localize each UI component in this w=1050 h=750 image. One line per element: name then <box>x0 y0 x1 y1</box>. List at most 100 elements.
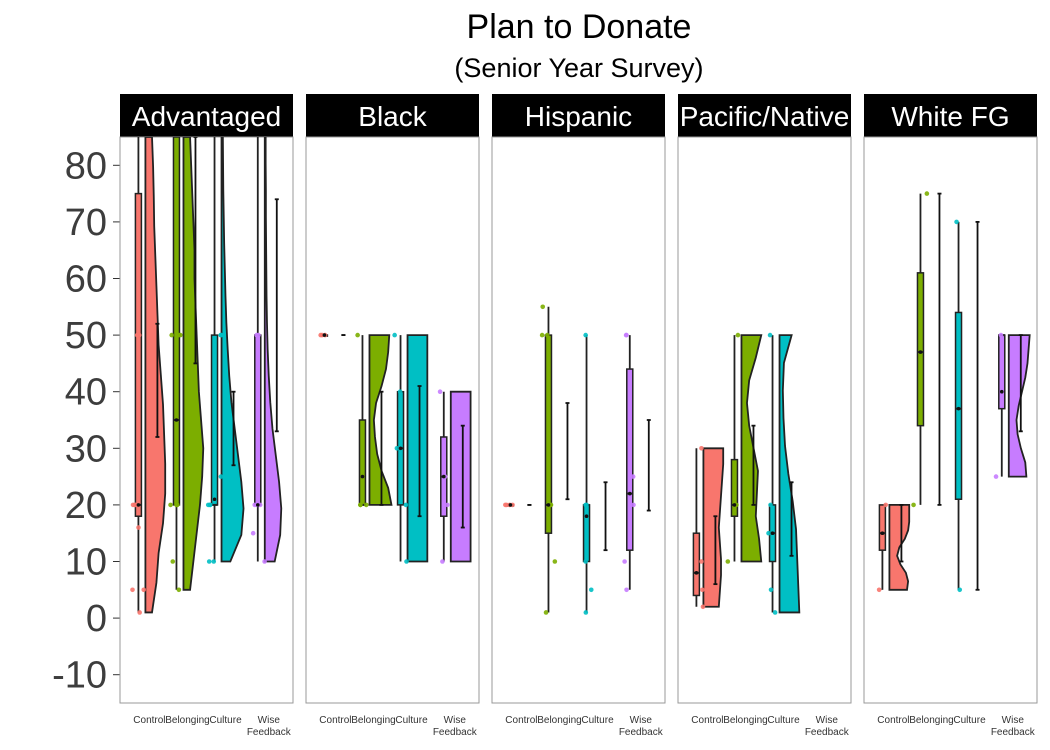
data-point <box>218 332 224 338</box>
data-point <box>175 502 180 508</box>
violin-belonging <box>740 334 763 563</box>
data-point <box>358 502 363 508</box>
data-point <box>700 604 706 610</box>
data-point <box>766 530 771 536</box>
data-point <box>883 502 889 508</box>
facet-strip <box>306 94 479 137</box>
facet-strip-label: Hispanic <box>525 101 632 132</box>
facet-plot-area <box>692 332 801 615</box>
box-iqr <box>692 532 701 597</box>
facet-plot-area <box>318 332 472 564</box>
violin-control <box>702 447 725 608</box>
x-tick-label: Feedback <box>433 727 478 738</box>
data-point <box>445 502 450 508</box>
data-point <box>170 559 176 564</box>
data-point <box>768 587 774 593</box>
chart-subtitle: (Senior Year Survey) <box>454 53 703 83</box>
data-point <box>876 587 882 593</box>
data-point <box>624 587 629 593</box>
y-tick-label: -10 <box>52 655 107 697</box>
violin-culture <box>778 334 801 614</box>
mean-point <box>136 503 141 507</box>
facet-panel-border <box>305 136 480 704</box>
violin-belonging <box>368 334 393 506</box>
x-tick-label: Control <box>505 715 537 726</box>
data-point <box>583 502 588 508</box>
data-point <box>588 587 594 593</box>
x-tick-label: Control <box>133 715 165 726</box>
box-iqr <box>254 334 262 506</box>
data-point <box>544 332 550 338</box>
box-iqr <box>210 334 219 506</box>
facet-panel-border <box>863 136 1038 704</box>
facet-strip-label: Black <box>358 101 427 132</box>
facet-panel: Hispanic Control Belonging Culture WiseFeedb… <box>491 94 666 738</box>
data-point <box>540 304 546 310</box>
facet-strip <box>864 94 1037 137</box>
data-point <box>700 587 705 593</box>
data-point <box>137 610 142 615</box>
data-point <box>735 332 741 338</box>
data-point <box>699 446 704 451</box>
mean-point <box>546 503 551 507</box>
y-tick-label: 30 <box>65 428 107 470</box>
facet-strip-label: White FG <box>891 101 1009 132</box>
x-tick-label: Feedback <box>991 727 1036 738</box>
data-point <box>355 332 360 338</box>
mean-point <box>441 474 446 479</box>
mean-point <box>627 491 632 496</box>
data-point <box>543 610 549 615</box>
data-point <box>176 587 182 593</box>
box-iqr <box>582 504 591 563</box>
data-point <box>623 332 629 338</box>
facet-strip <box>678 94 851 137</box>
data-point <box>583 610 589 615</box>
data-point <box>583 332 588 338</box>
data-point <box>262 559 267 564</box>
x-tick-label: Control <box>877 715 909 726</box>
facet-panel: Advantaged Control Belonging Culture WiseFee… <box>119 94 294 738</box>
violin-belonging <box>182 137 205 591</box>
mean-point <box>694 571 699 575</box>
x-tick-label: Wise <box>258 715 281 726</box>
x-tick-label: Belonging <box>351 715 395 726</box>
box-iqr <box>730 458 739 517</box>
x-tick-label: Feedback <box>805 727 850 738</box>
x-tick-label: Culture <box>209 715 242 726</box>
x-tick-label: Culture <box>395 715 428 726</box>
box-iqr <box>954 311 963 500</box>
mean-point <box>880 531 885 535</box>
facet-panel-border <box>491 136 666 704</box>
data-point <box>957 587 963 593</box>
facet-panel-border <box>119 136 294 704</box>
data-point <box>136 525 141 530</box>
violin-control <box>144 137 167 614</box>
data-point <box>141 587 147 593</box>
facet-panel: Pacific/Native Control Belonging Culture Wis… <box>677 94 852 738</box>
data-point <box>440 559 445 564</box>
x-tick-label: Wise <box>816 715 839 726</box>
y-tick-label: 20 <box>65 485 107 527</box>
mean-point <box>584 514 589 519</box>
box-iqr <box>358 419 367 506</box>
box-iqr <box>998 334 1006 410</box>
x-tick-label: Culture <box>953 715 986 726</box>
violin-culture <box>220 137 245 563</box>
mean-point <box>732 503 737 507</box>
data-point <box>211 559 217 564</box>
data-point <box>176 332 181 338</box>
box-iqr <box>626 368 634 551</box>
y-tick-label: 0 <box>86 598 107 640</box>
data-point <box>133 502 138 508</box>
data-point <box>206 559 212 564</box>
data-point <box>504 502 509 508</box>
facet-plot-area <box>130 137 283 615</box>
data-point <box>169 332 174 338</box>
facet-plot-area <box>503 304 651 615</box>
box-iqr <box>172 137 181 506</box>
data-point <box>168 502 173 508</box>
chart-title: Plan to Donate <box>467 8 692 46</box>
